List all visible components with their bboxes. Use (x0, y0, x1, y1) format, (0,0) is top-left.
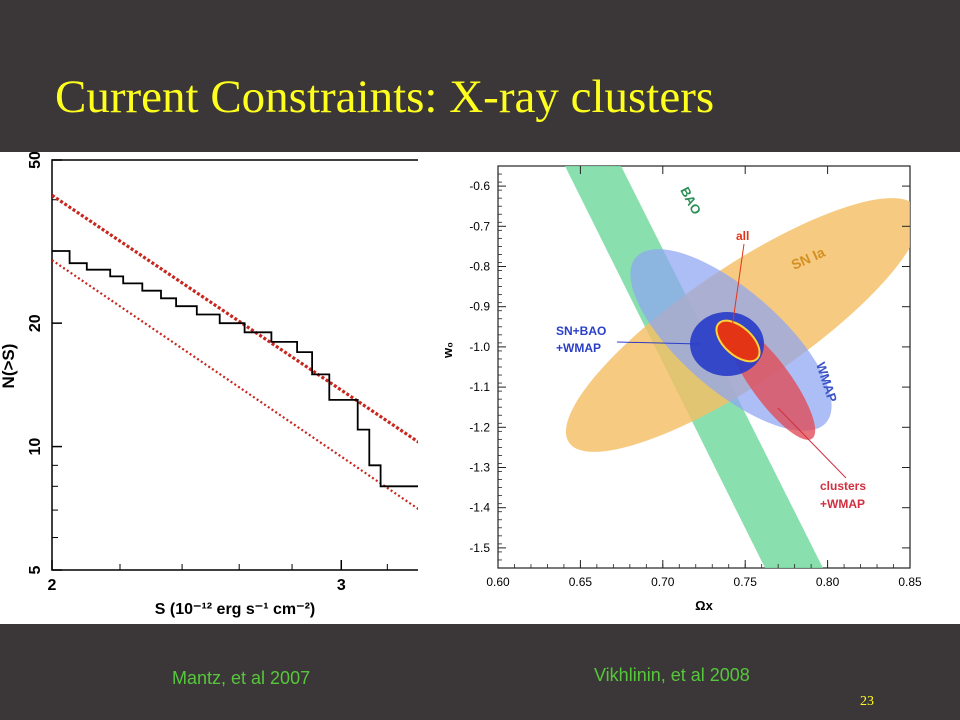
left-y-tick-label: 50 (27, 152, 44, 169)
all-ellipse (715, 319, 761, 363)
left-x-tick-label: 3 (337, 577, 346, 594)
page-number: 23 (860, 694, 874, 709)
observed-step-line (52, 250, 420, 488)
left-y-tick-label: 10 (27, 438, 44, 456)
all-label: all (736, 229, 749, 243)
sn-bao-wmap-leader (616, 341, 701, 345)
left-x-tick-label: 2 (48, 577, 57, 594)
clusters-wmap-label-line1: clusters (820, 479, 866, 493)
model-line-lower (52, 259, 420, 512)
right-y-tick-label: -1.2 (469, 420, 490, 434)
right-y-tick-label: -1.3 (469, 461, 490, 475)
right-x-tick-label: 0.85 (898, 575, 922, 589)
left-plot-frame (51, 159, 433, 571)
right-y-tick-label: -0.6 (469, 179, 490, 193)
left-x-axis-label: S (10⁻¹² erg s⁻¹ cm⁻²) (155, 601, 315, 618)
left-y-tick-label: 20 (27, 314, 44, 332)
right-x-tick-label: 0.65 (569, 575, 593, 589)
right-x-axis-label: Ωx (695, 598, 713, 613)
right-y-tick-label: -0.9 (469, 300, 490, 314)
right-axis-ticks (497, 165, 911, 569)
right-y-tick-label: -1.0 (469, 340, 490, 354)
left-y-axis-label: N(>S) (0, 344, 18, 389)
logn-logs-chart: 5 10 20 50 2 3 N(>S) S (10⁻¹² erg s⁻¹ cm⁻²) (0, 151, 433, 624)
right-y-axis-label: w₀ (440, 342, 455, 359)
confidence-regions (564, 166, 910, 568)
left-y-tick-label: 5 (27, 565, 44, 574)
model-line-upper (52, 193, 420, 445)
right-y-tick-label: -1.5 (469, 541, 490, 555)
left-axis-ticks (51, 159, 343, 571)
logn-logs-svg: 5 10 20 50 2 3 N(>S) S (10⁻¹² erg s⁻¹ cm⁻²) (0, 151, 433, 618)
right-x-tick-label: 0.80 (816, 575, 840, 589)
caption-vikhlinin: Vikhlinin, et al 2008 (594, 665, 750, 685)
right-y-tick-label: -1.1 (469, 380, 490, 394)
clusters-wmap-label-line2: +WMAP (820, 497, 865, 511)
w0-omega-chart: 0.60 0.65 0.70 0.75 0.80 0.85 -0.6 -0.7 -0.8 -0.9… (418, 152, 960, 624)
w0-omega-svg: 0.60 0.65 0.70 0.75 0.80 0.85 -0.6 -0.7 -0.8 -0.9… (440, 165, 922, 613)
sn-bao-wmap-label-line1: SN+BAO (556, 324, 606, 338)
right-y-tick-label: -0.8 (469, 260, 490, 274)
caption-mantz: Mantz, et al 2007 (172, 668, 311, 688)
right-tick-labels: 0.60 0.65 0.70 0.75 0.80 0.85 -0.6 -0.7 -0.8 -0.9… (469, 179, 922, 589)
sn-bao-wmap-label-line2: +WMAP (556, 341, 601, 355)
right-y-tick-label: -0.7 (469, 219, 490, 233)
clusters-wmap-leader (777, 407, 847, 479)
left-tick-labels: 5 10 20 50 2 3 (27, 151, 346, 594)
right-y-tick-label: -1.4 (469, 501, 490, 515)
right-x-tick-label: 0.60 (486, 575, 510, 589)
slide-title: Current Constraints: X-ray clusters (55, 71, 715, 123)
all-leader (731, 243, 745, 329)
right-x-tick-label: 0.75 (734, 575, 758, 589)
right-x-tick-label: 0.70 (651, 575, 675, 589)
